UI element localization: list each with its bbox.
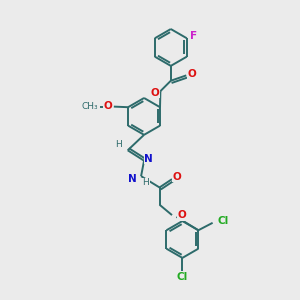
Text: O: O [187, 69, 196, 79]
Text: O: O [173, 172, 182, 182]
Text: Cl: Cl [177, 272, 188, 282]
Text: CH₃: CH₃ [82, 102, 98, 111]
Text: F: F [190, 31, 197, 41]
Text: H: H [142, 178, 149, 187]
Text: H: H [116, 140, 122, 149]
Text: Cl: Cl [218, 216, 229, 226]
Text: O: O [151, 88, 159, 98]
Text: N: N [128, 173, 136, 184]
Text: N: N [144, 154, 153, 164]
Text: O: O [103, 101, 112, 111]
Text: O: O [177, 210, 186, 220]
